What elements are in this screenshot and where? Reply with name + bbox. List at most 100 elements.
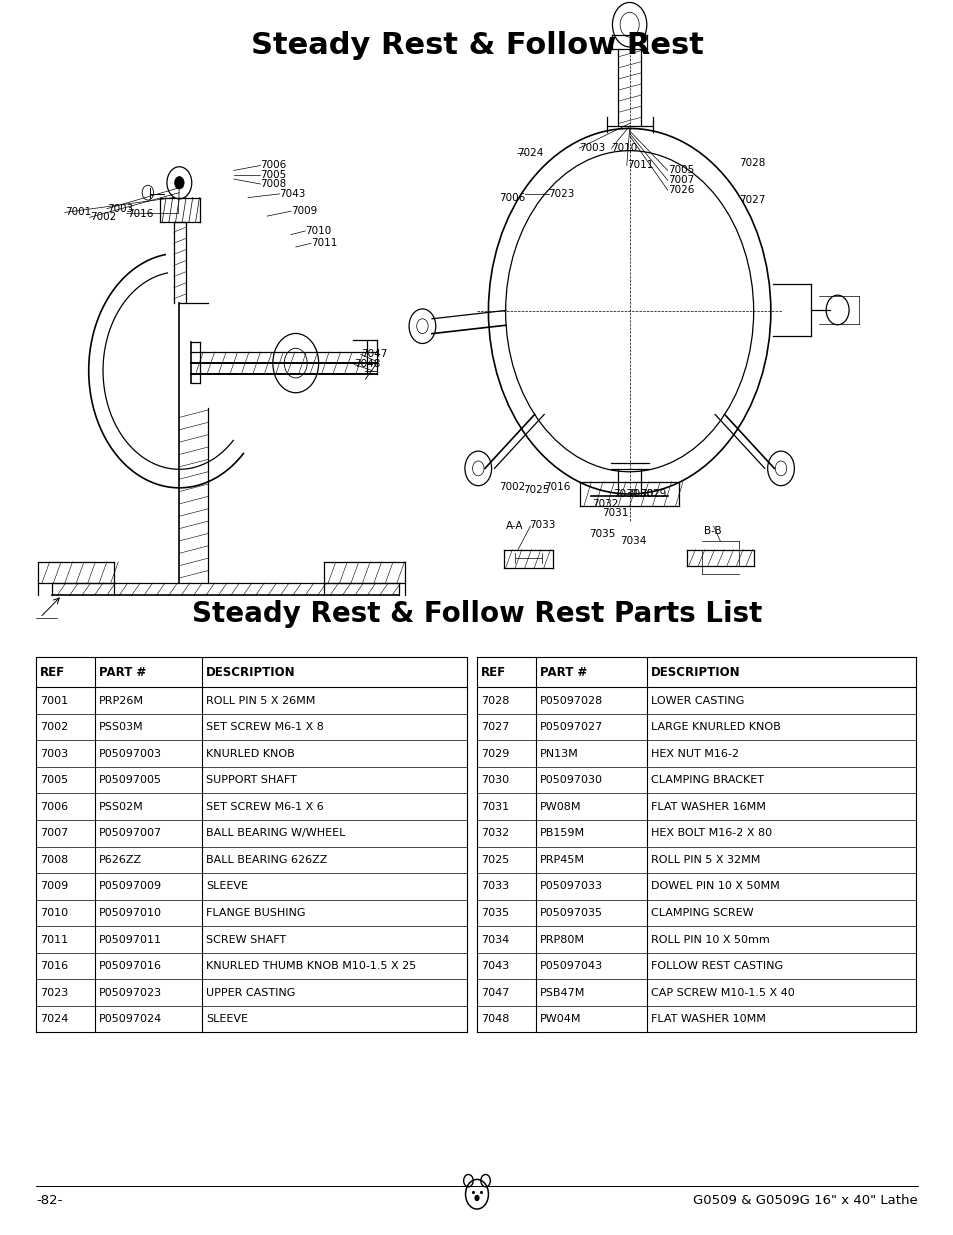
- Text: 7033: 7033: [529, 520, 556, 530]
- Text: CLAMPING BRACKET: CLAMPING BRACKET: [650, 776, 762, 785]
- Text: PRP26M: PRP26M: [99, 695, 144, 705]
- Text: 7005: 7005: [667, 165, 694, 175]
- Circle shape: [475, 1195, 478, 1200]
- Text: 7001: 7001: [40, 695, 68, 705]
- Text: 7010: 7010: [305, 226, 332, 236]
- Text: UPPER CASTING: UPPER CASTING: [206, 988, 295, 998]
- Text: P05097005: P05097005: [99, 776, 162, 785]
- Text: 7043: 7043: [480, 961, 509, 971]
- Text: SUPPORT SHAFT: SUPPORT SHAFT: [206, 776, 296, 785]
- Text: 7016: 7016: [543, 482, 570, 492]
- Text: KNURLED THUMB KNOB M10-1.5 X 25: KNURLED THUMB KNOB M10-1.5 X 25: [206, 961, 416, 971]
- Text: P05097007: P05097007: [99, 829, 162, 839]
- Text: P05097030: P05097030: [539, 776, 602, 785]
- Text: 7028: 7028: [739, 158, 765, 168]
- Text: 7016: 7016: [127, 209, 153, 219]
- Text: 7027: 7027: [739, 195, 765, 205]
- Text: LOWER CASTING: LOWER CASTING: [650, 695, 743, 705]
- Text: 7031: 7031: [601, 508, 628, 517]
- Circle shape: [174, 177, 184, 189]
- Text: 7007: 7007: [667, 175, 694, 185]
- Text: 7002: 7002: [40, 722, 69, 732]
- Text: 7043: 7043: [279, 189, 306, 199]
- Text: 7011: 7011: [626, 161, 653, 170]
- Text: 7008: 7008: [40, 855, 69, 864]
- Text: Steady Rest & Follow Rest: Steady Rest & Follow Rest: [251, 31, 702, 61]
- Text: 7002: 7002: [90, 212, 116, 222]
- Text: 7025: 7025: [522, 485, 549, 495]
- Text: PART #: PART #: [539, 666, 587, 679]
- Text: P05097043: P05097043: [539, 961, 602, 971]
- Text: 7009: 7009: [291, 206, 317, 216]
- Text: 7005: 7005: [260, 170, 287, 180]
- Text: 7003: 7003: [107, 204, 133, 214]
- Text: 7010: 7010: [40, 908, 68, 918]
- Text: LARGE KNURLED KNOB: LARGE KNURLED KNOB: [650, 722, 780, 732]
- Text: P05097011: P05097011: [99, 935, 162, 945]
- Text: -82-: -82-: [36, 1194, 63, 1207]
- Text: G0509 & G0509G 16" x 40" Lathe: G0509 & G0509G 16" x 40" Lathe: [692, 1194, 917, 1207]
- Text: 7035: 7035: [480, 908, 508, 918]
- Text: 7006: 7006: [260, 161, 287, 170]
- Text: SET SCREW M6-1 X 8: SET SCREW M6-1 X 8: [206, 722, 324, 732]
- Text: P05097033: P05097033: [539, 882, 602, 892]
- Text: DOWEL PIN 10 X 50MM: DOWEL PIN 10 X 50MM: [650, 882, 779, 892]
- Text: BALL BEARING W/WHEEL: BALL BEARING W/WHEEL: [206, 829, 345, 839]
- Text: ROLL PIN 10 X 50mm: ROLL PIN 10 X 50mm: [650, 935, 768, 945]
- Text: 7047: 7047: [360, 350, 387, 359]
- Text: P05097035: P05097035: [539, 908, 602, 918]
- Text: P05097009: P05097009: [99, 882, 162, 892]
- Text: 7011: 7011: [40, 935, 68, 945]
- Text: DESCRIPTION: DESCRIPTION: [650, 666, 740, 679]
- Text: REF: REF: [480, 666, 505, 679]
- Text: PW08M: PW08M: [539, 802, 581, 811]
- Text: P05097028: P05097028: [539, 695, 602, 705]
- Text: SLEEVE: SLEEVE: [206, 882, 248, 892]
- Text: PN13M: PN13M: [539, 748, 578, 758]
- Text: CLAMPING SCREW: CLAMPING SCREW: [650, 908, 753, 918]
- Text: 7005: 7005: [40, 776, 68, 785]
- Text: 7028: 7028: [480, 695, 509, 705]
- Text: REF: REF: [40, 666, 65, 679]
- Text: PB159M: PB159M: [539, 829, 584, 839]
- Text: 7003: 7003: [40, 748, 68, 758]
- Text: 7034: 7034: [619, 536, 646, 546]
- Text: 7048: 7048: [354, 359, 380, 369]
- Text: FLANGE BUSHING: FLANGE BUSHING: [206, 908, 305, 918]
- Text: B-B: B-B: [703, 526, 720, 536]
- Text: PSB47M: PSB47M: [539, 988, 585, 998]
- Text: 7035: 7035: [588, 529, 615, 538]
- Text: 7048: 7048: [480, 1014, 509, 1024]
- Text: 7024: 7024: [40, 1014, 69, 1024]
- Text: 7032: 7032: [592, 499, 618, 509]
- Text: 7016: 7016: [40, 961, 68, 971]
- Text: 7025: 7025: [480, 855, 509, 864]
- Text: SCREW SHAFT: SCREW SHAFT: [206, 935, 286, 945]
- Text: PRP80M: PRP80M: [539, 935, 584, 945]
- Text: P05097003: P05097003: [99, 748, 162, 758]
- Text: 7023: 7023: [40, 988, 69, 998]
- Text: 7031: 7031: [480, 802, 508, 811]
- Text: SET SCREW M6-1 X 6: SET SCREW M6-1 X 6: [206, 802, 323, 811]
- Text: HEX BOLT M16-2 X 80: HEX BOLT M16-2 X 80: [650, 829, 771, 839]
- Text: 7006: 7006: [40, 802, 68, 811]
- Text: 7023: 7023: [548, 189, 575, 199]
- Text: 7010: 7010: [611, 143, 638, 153]
- Text: FLAT WASHER 16MM: FLAT WASHER 16MM: [650, 802, 764, 811]
- Text: KNURLED KNOB: KNURLED KNOB: [206, 748, 294, 758]
- Text: A-A: A-A: [505, 521, 522, 531]
- Text: DESCRIPTION: DESCRIPTION: [206, 666, 295, 679]
- Text: 7024: 7024: [517, 148, 543, 158]
- Text: BALL BEARING 626ZZ: BALL BEARING 626ZZ: [206, 855, 327, 864]
- Text: ROLL PIN 5 X 26MM: ROLL PIN 5 X 26MM: [206, 695, 315, 705]
- Text: 7031: 7031: [613, 489, 639, 499]
- Text: P05097023: P05097023: [99, 988, 162, 998]
- Text: CAP SCREW M10-1.5 X 40: CAP SCREW M10-1.5 X 40: [650, 988, 794, 998]
- Text: 7033: 7033: [480, 882, 508, 892]
- Text: 7030: 7030: [480, 776, 508, 785]
- Text: 7007: 7007: [40, 829, 69, 839]
- Text: 7003: 7003: [578, 143, 605, 153]
- Text: 7034: 7034: [480, 935, 509, 945]
- Text: 7008: 7008: [260, 179, 287, 189]
- Text: FOLLOW REST CASTING: FOLLOW REST CASTING: [650, 961, 781, 971]
